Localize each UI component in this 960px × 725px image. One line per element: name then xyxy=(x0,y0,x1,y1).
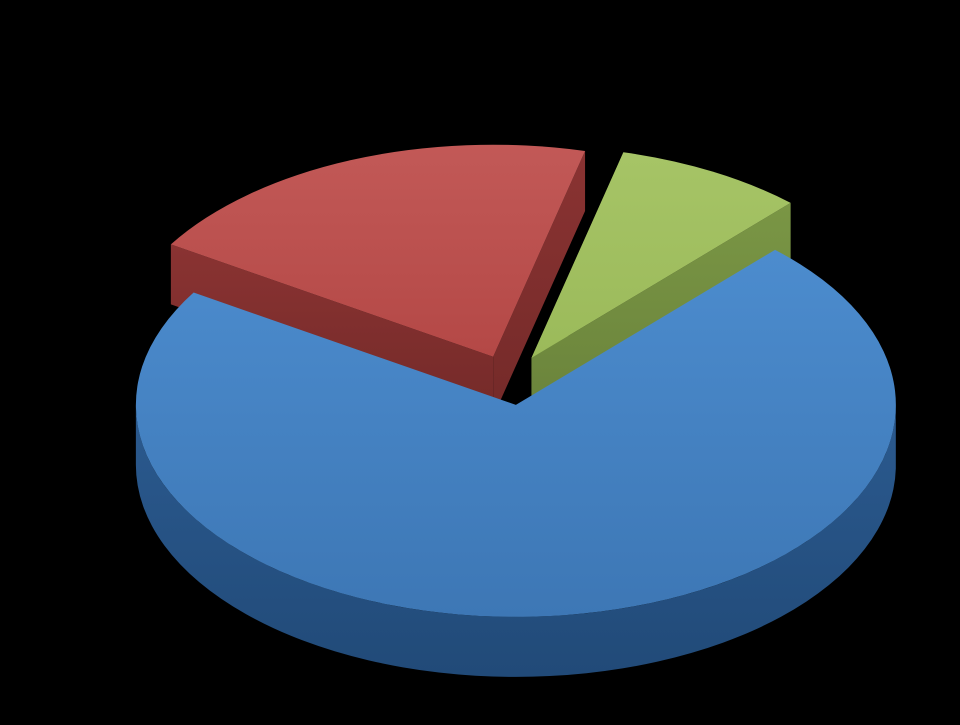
pie-chart-3d xyxy=(0,0,960,725)
